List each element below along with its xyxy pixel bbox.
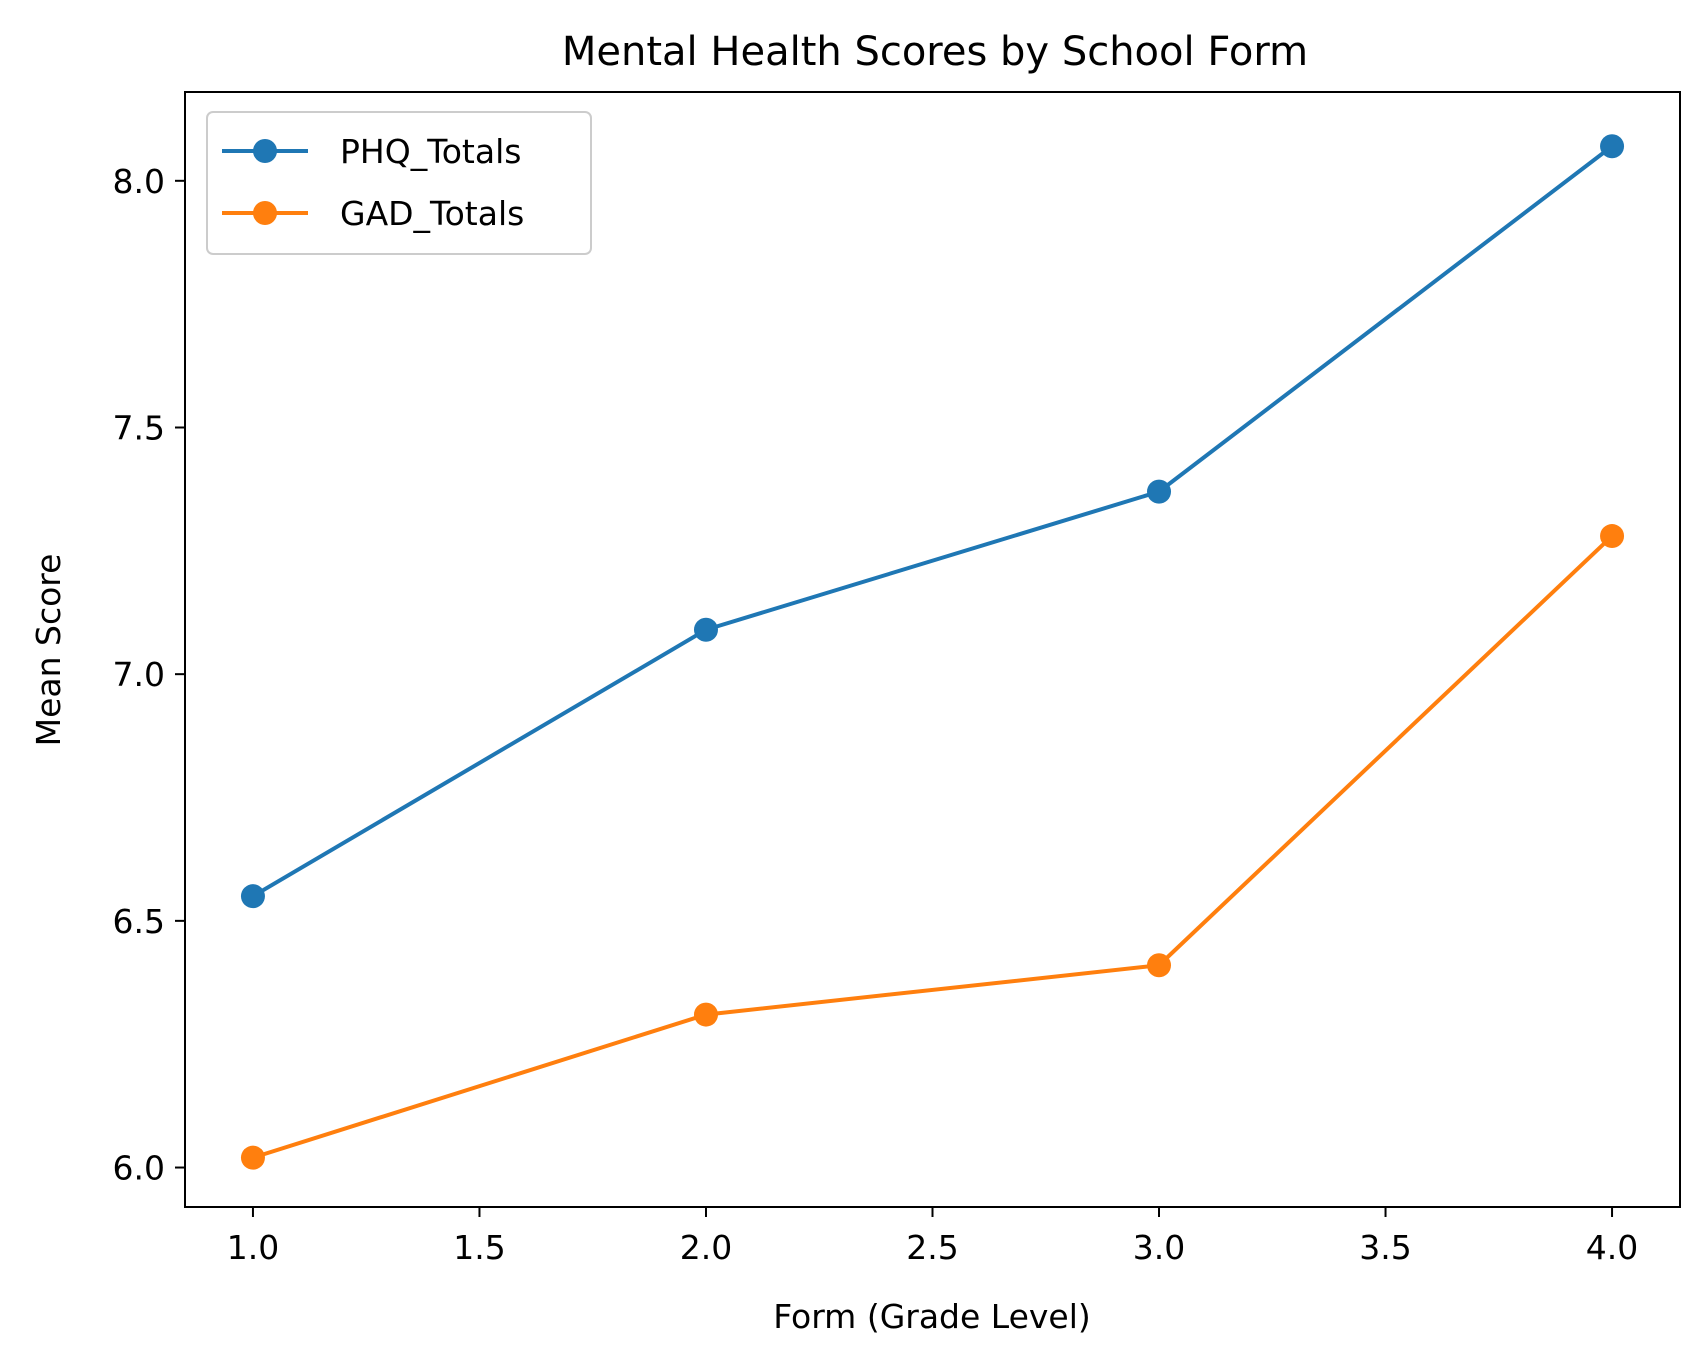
series-line-gad-totals xyxy=(252,534,1614,1160)
legend-marker-gad xyxy=(253,201,277,225)
x-tick-label: 3.0 xyxy=(1133,1228,1185,1267)
x-axis-label: Form (Grade Level) xyxy=(773,1297,1091,1336)
x-tick-label: 3.5 xyxy=(1359,1228,1411,1267)
plot-frame xyxy=(184,91,1681,1208)
x-tick-label: 2.5 xyxy=(906,1228,958,1267)
plot-area xyxy=(184,91,1681,1208)
legend-box xyxy=(206,111,592,255)
legend-label-phq: PHQ_Totals xyxy=(340,132,521,171)
x-tick-label: 1.0 xyxy=(227,1228,279,1267)
y-axis: 6.0 6.5 7.0 7.5 8.0 xyxy=(113,162,185,1188)
legend-marker-phq xyxy=(253,139,277,163)
y-axis-label: Mean Score xyxy=(29,554,68,747)
y-tick-label: 6.0 xyxy=(113,1149,165,1188)
x-axis: 1.0 1.5 2.0 2.5 3.0 3.5 4.0 xyxy=(227,1207,1638,1267)
data-point-phq-totals xyxy=(1147,479,1172,504)
data-point-gad-totals xyxy=(1147,953,1172,978)
data-point-gad-totals xyxy=(1600,524,1625,549)
legend: PHQ_Totals GAD_Totals xyxy=(206,111,592,255)
data-point-gad-totals xyxy=(693,1002,718,1027)
y-tick-label: 8.0 xyxy=(113,162,165,201)
y-tick-label: 7.5 xyxy=(113,408,165,447)
data-point-phq-totals xyxy=(1600,134,1625,159)
data-point-phq-totals xyxy=(240,884,265,909)
y-tick-label: 7.0 xyxy=(113,655,165,694)
series-layer xyxy=(240,134,1625,1170)
legend-label-gad: GAD_Totals xyxy=(340,194,524,233)
data-point-gad-totals xyxy=(240,1145,265,1170)
x-tick-label: 4.0 xyxy=(1586,1228,1638,1267)
x-tick-label: 2.0 xyxy=(680,1228,732,1267)
y-tick-label: 6.5 xyxy=(113,902,165,941)
x-tick-label: 1.5 xyxy=(453,1228,505,1267)
data-point-phq-totals xyxy=(693,617,718,642)
series-line-phq-totals xyxy=(251,144,1614,898)
chart-title: Mental Health Scores by School Form xyxy=(562,29,1308,75)
